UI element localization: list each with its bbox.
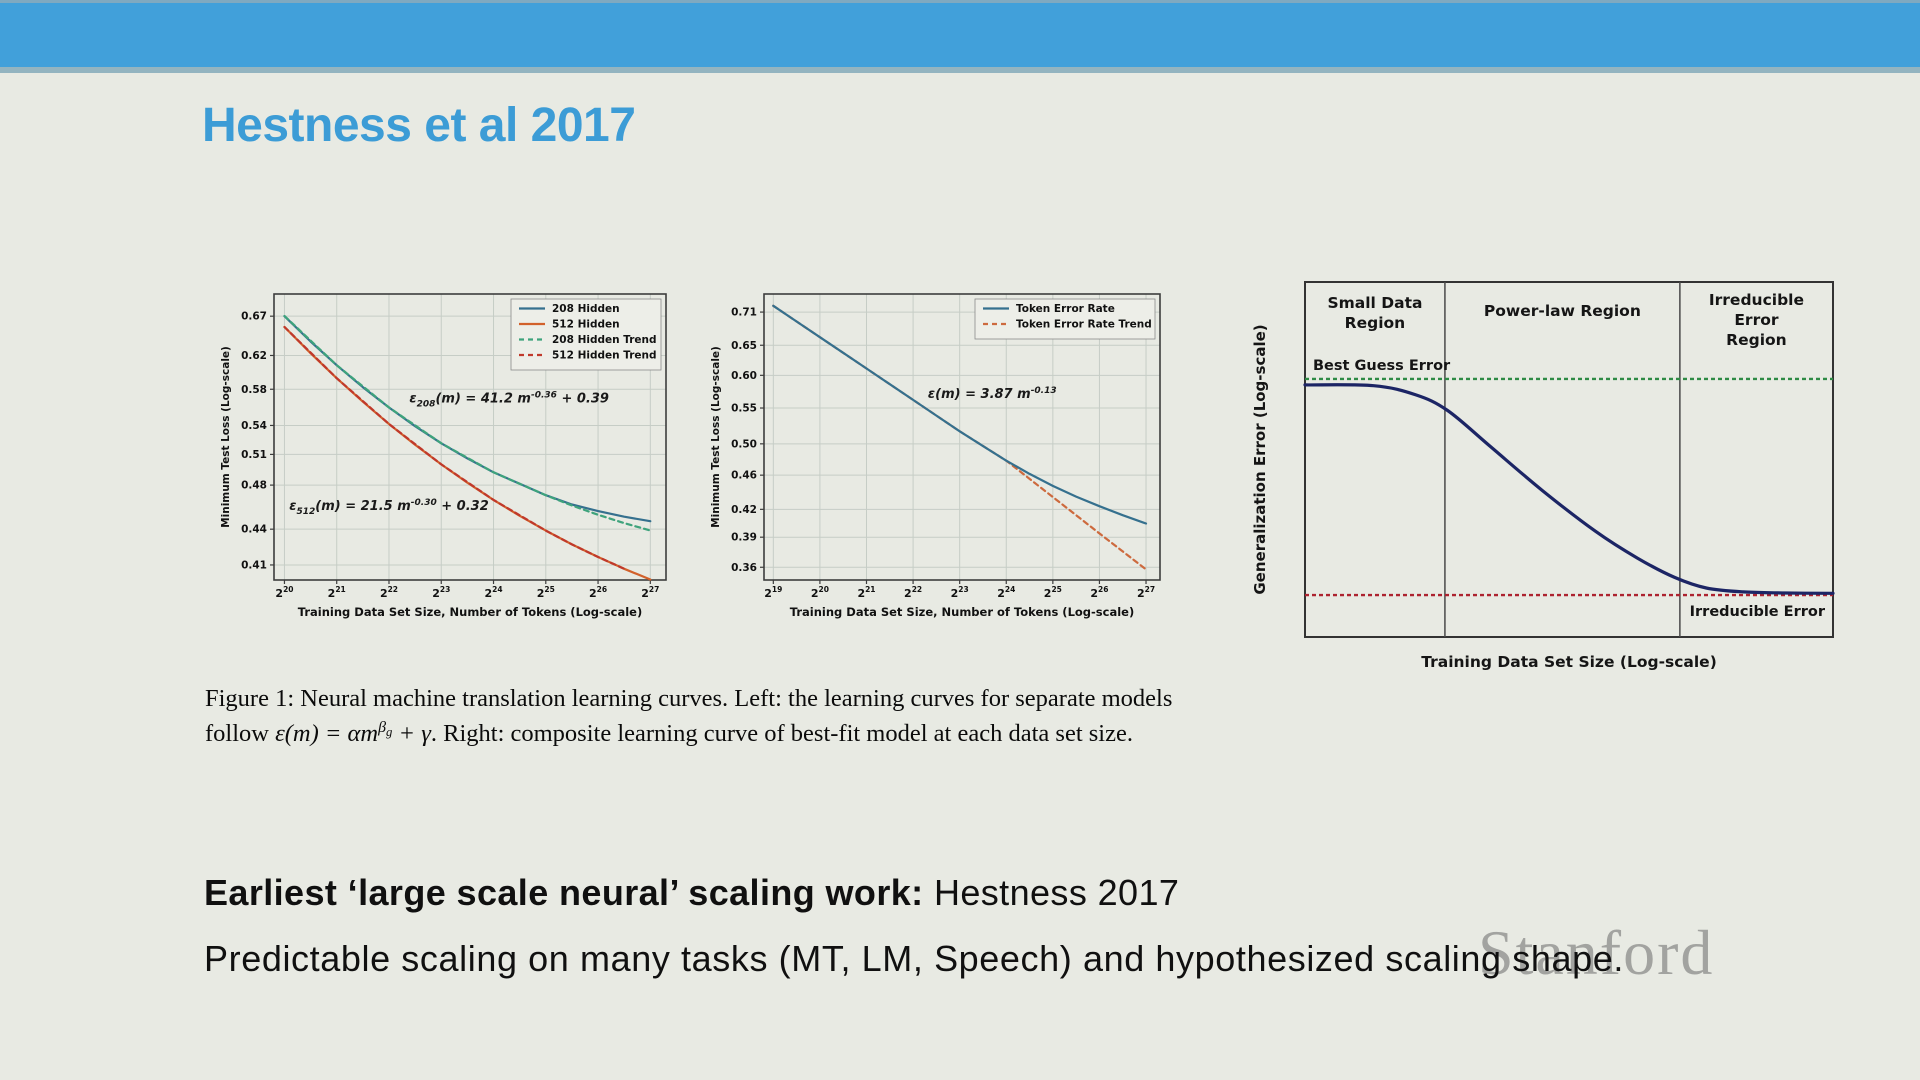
plot-border xyxy=(1304,281,1834,638)
x-tick-label: 225 xyxy=(537,585,555,600)
y-axis-label: Minimum Test Loss (Log-scale) xyxy=(710,346,722,528)
y-tick-label: 0.50 xyxy=(731,438,757,450)
y-tick-label: 0.54 xyxy=(241,420,267,432)
figure-caption-line1: Figure 1: Neural machine translation lea… xyxy=(205,685,1173,712)
y-tick-label: 0.39 xyxy=(731,532,757,544)
legend-item-label: 512 Hidden xyxy=(552,319,620,331)
legend-box xyxy=(974,298,1156,340)
region-label: Irreducible xyxy=(1709,291,1804,309)
region-label: Region xyxy=(1726,331,1787,349)
x-axis-label: Training Data Set Size, Number of Tokens… xyxy=(298,605,642,619)
x-tick-label: 226 xyxy=(589,585,607,600)
y-tick-label: 0.41 xyxy=(241,559,267,571)
series-line-512-hidden-trend xyxy=(283,325,626,570)
x-tick-label: 227 xyxy=(1137,585,1155,600)
x-tick-label: 221 xyxy=(328,585,346,600)
legend-item-label: Token Error Rate xyxy=(1016,303,1115,315)
y-tick-label: 0.71 xyxy=(731,307,757,319)
chart-nmt-composite-learning-curve: 0.71 0.65 0.60 0.55 0.50 0.46 0.42 0.39 0.36 219 2… xyxy=(710,293,1161,619)
region-label: Power-law Region xyxy=(1484,302,1641,320)
annotation: ε512(m) = 21.5 m-0.30 + 0.32 xyxy=(289,498,489,517)
plot-border xyxy=(273,293,667,581)
x-tick-label: 222 xyxy=(904,585,922,600)
y-tick-label: 0.44 xyxy=(241,524,267,536)
figure-caption-line2: follow ε(m) = αmβg + γ. Right: composite… xyxy=(205,719,1133,748)
x-axis-label: Training Data Set Size (Log-scale) xyxy=(1421,653,1717,671)
x-tick-label: 224 xyxy=(484,585,502,600)
chart-nmt-per-model-learning-curves: 0.67 0.62 0.58 0.54 0.51 0.48 0.44 0.41 220 221 22… xyxy=(220,293,667,619)
y-tick-label: 0.60 xyxy=(731,370,757,382)
x-tick-label: 227 xyxy=(641,585,659,600)
y-tick-label: 0.55 xyxy=(731,403,757,415)
x-tick-label: 220 xyxy=(811,585,829,600)
x-axis-label: Training Data Set Size, Number of Tokens… xyxy=(790,605,1134,619)
footer-subline: Predictable scaling on many tasks (MT, L… xyxy=(204,938,1624,979)
y-tick-label: 0.48 xyxy=(241,480,267,492)
chart-scaling-regions-concept: Small Data Region Power-law Region Irreduci… xyxy=(1251,281,1835,671)
legend-item-label: Token Error Rate Trend xyxy=(1016,319,1152,331)
footer-headline-bold: Earliest ‘large scale neural’ scaling wo… xyxy=(204,872,924,913)
x-tick-label: 222 xyxy=(380,585,398,600)
figure-caption: Figure 1: Neural machine translation lea… xyxy=(205,684,1265,748)
y-tick-label: 0.42 xyxy=(731,504,757,516)
plot-border xyxy=(763,293,1161,581)
legend-box xyxy=(510,298,662,371)
y-tick-label: 0.51 xyxy=(241,449,267,461)
region-label: Small Data xyxy=(1327,294,1422,312)
x-tick-label: 226 xyxy=(1090,585,1108,600)
y-axis-label: Minimum Test Loss (Log-scale) xyxy=(220,346,232,528)
x-tick-label: 220 xyxy=(275,585,293,600)
series-line-208-hidden-trend xyxy=(283,314,652,532)
x-tick-label: 223 xyxy=(432,585,450,600)
y-tick-label: 0.58 xyxy=(241,384,267,396)
stanford-watermark: Stanford xyxy=(1478,917,1715,988)
footer-headline-rest: Hestness 2017 xyxy=(923,872,1180,913)
y-tick-label: 0.46 xyxy=(731,470,757,482)
reference-line-label: Best Guess Error xyxy=(1313,358,1451,374)
legend-item-label: 512 Hidden Trend xyxy=(552,350,657,362)
y-tick-label: 0.36 xyxy=(731,562,757,574)
y-tick-label: 0.65 xyxy=(731,340,757,352)
legend-item-label: 208 Hidden xyxy=(552,303,620,315)
annotation: ε208(m) = 41.2 m-0.36 + 0.39 xyxy=(409,391,609,410)
series-line-token-error-rate xyxy=(772,304,1148,525)
top-accent-bar xyxy=(0,0,1920,73)
legend-item-label: 208 Hidden Trend xyxy=(552,334,657,346)
y-axis-label: Generalization Error (Log-scale) xyxy=(1251,324,1269,594)
generalization-error-curve xyxy=(1303,383,1835,595)
x-tick-label: 221 xyxy=(857,585,875,600)
reference-line-label: Irreducible Error xyxy=(1690,604,1826,620)
x-tick-label: 224 xyxy=(997,585,1015,600)
annotation: ε(m) = 3.87 m-0.13 xyxy=(928,386,1057,402)
x-tick-label: 225 xyxy=(1044,585,1062,600)
footer-headline: Earliest ‘large scale neural’ scaling wo… xyxy=(204,872,1179,914)
region-label: Error xyxy=(1734,311,1779,329)
x-tick-label: 219 xyxy=(764,585,782,600)
page-title: Hestness et al 2017 xyxy=(202,99,636,152)
y-tick-label: 0.67 xyxy=(241,311,267,323)
x-tick-label: 223 xyxy=(951,585,969,600)
y-tick-label: 0.62 xyxy=(241,350,267,362)
region-label: Region xyxy=(1345,314,1406,332)
